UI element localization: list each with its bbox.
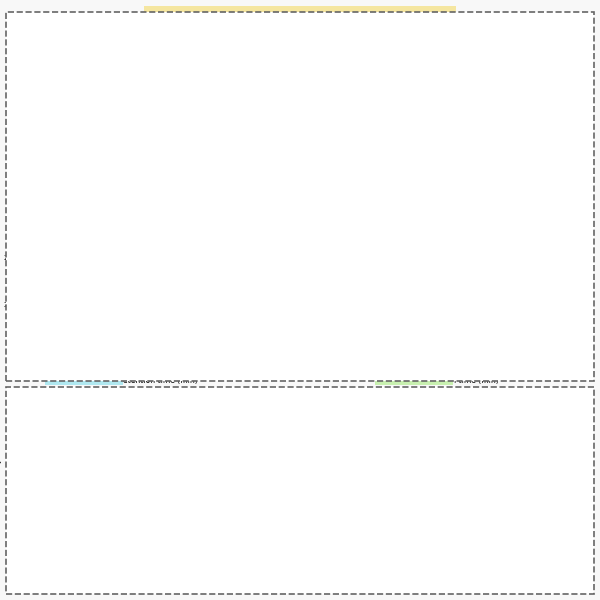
Polygon shape — [205, 274, 228, 294]
Text: 9-HCPT: 9-HCPT — [124, 199, 152, 208]
Text: N: N — [449, 215, 455, 224]
Text: 9-MCPT: 9-MCPT — [518, 196, 547, 205]
Text: O: O — [296, 257, 302, 266]
X-axis label: Retention time (min): Retention time (min) — [419, 376, 499, 385]
Text: In vivo: In vivo — [65, 180, 103, 190]
FancyBboxPatch shape — [39, 172, 129, 198]
Text: NtOMT1: NtOMT1 — [556, 316, 581, 321]
X-axis label: Retention time (min): Retention time (min) — [118, 580, 197, 589]
Text: N: N — [80, 210, 86, 219]
Y-axis label: Absorbance (mAU): Absorbance (mAU) — [298, 438, 307, 509]
FancyBboxPatch shape — [424, 121, 515, 154]
Text: 9-HCPT: 9-HCPT — [376, 196, 404, 205]
Text: 9-MCPT  R = CH₃: 9-MCPT R = CH₃ — [485, 256, 562, 265]
Polygon shape — [205, 255, 226, 277]
Text: CPT9H: CPT9H — [241, 154, 269, 163]
FancyBboxPatch shape — [116, 155, 472, 186]
FancyBboxPatch shape — [309, 427, 326, 506]
FancyBboxPatch shape — [128, 4, 472, 41]
Text: O: O — [301, 185, 307, 194]
Text: Functional characterization: Functional characterization — [176, 163, 412, 178]
Text: NtCPT9H-NtOMT2: NtCPT9H-NtOMT2 — [209, 509, 265, 514]
Text: NtOMT1/2: NtOMT1/2 — [446, 133, 493, 142]
Text: In vitro: In vitro — [394, 180, 434, 190]
FancyBboxPatch shape — [293, 427, 310, 506]
Text: HO: HO — [465, 261, 477, 270]
X-axis label: Retention time (min): Retention time (min) — [419, 580, 499, 589]
Text: Standard: Standard — [552, 253, 581, 259]
Text: NtUGT5: NtUGT5 — [553, 514, 579, 520]
FancyBboxPatch shape — [456, 277, 591, 304]
FancyBboxPatch shape — [456, 247, 591, 274]
Text: 10: 10 — [202, 209, 210, 215]
Polygon shape — [205, 236, 230, 255]
Text: N: N — [279, 210, 285, 219]
Text: (CPT): (CPT) — [61, 314, 85, 323]
FancyBboxPatch shape — [39, 361, 129, 387]
Text: O: O — [488, 272, 494, 281]
Text: NtCPT9H: NtCPT9H — [233, 298, 265, 304]
Polygon shape — [205, 255, 230, 274]
Text: NtUGT5: NtUGT5 — [451, 173, 488, 182]
Text: Nt: Nt — [250, 146, 259, 152]
Y-axis label: Absorbance (mAU): Absorbance (mAU) — [298, 238, 307, 310]
Text: 9-MCPT: 9-MCPT — [118, 398, 146, 407]
Text: OH: OH — [222, 177, 235, 186]
Text: HO: HO — [263, 261, 275, 270]
Text: O: O — [503, 185, 509, 194]
Text: 9-GCPT: 9-GCPT — [440, 395, 469, 404]
FancyBboxPatch shape — [424, 161, 515, 194]
FancyBboxPatch shape — [309, 205, 326, 284]
Text: CPT tailoring enzymes: CPT tailoring enzymes — [205, 15, 395, 30]
Text: 9: 9 — [209, 200, 214, 206]
Text: Standard: Standard — [233, 251, 265, 257]
Text: Boiled enzyme: Boiled enzyme — [535, 346, 581, 350]
Text: HO: HO — [65, 261, 77, 270]
Text: Standard: Standard — [548, 462, 579, 468]
Text: NtCPT9H-NtOMT1: NtCPT9H-NtOMT1 — [209, 547, 265, 552]
Text: Et: Et — [254, 245, 262, 251]
Text: NtOMT2: NtOMT2 — [556, 286, 581, 291]
Text: O: O — [102, 185, 109, 194]
Text: O: O — [97, 257, 103, 266]
Text: In vivo: In vivo — [65, 369, 103, 379]
Text: Camptothecin: Camptothecin — [41, 295, 104, 304]
Text: 9-GCPT  R = Glc: 9-GCPT R = Glc — [487, 286, 560, 295]
Text: 9-HCPT: 9-HCPT — [250, 314, 293, 324]
Text: Empty vector: Empty vector — [218, 345, 265, 351]
FancyBboxPatch shape — [188, 295, 223, 303]
Ellipse shape — [217, 134, 292, 171]
Text: Et: Et — [56, 245, 63, 251]
Text: Et: Et — [456, 245, 463, 251]
Text: O: O — [497, 257, 503, 266]
Text: O: O — [286, 272, 293, 281]
Text: N: N — [248, 215, 254, 224]
Text: Empty vector: Empty vector — [222, 551, 265, 556]
FancyBboxPatch shape — [181, 298, 230, 326]
Polygon shape — [205, 217, 228, 238]
Text: In vitro: In vitro — [394, 369, 434, 379]
Y-axis label: Intensity: Intensity — [0, 457, 1, 491]
Text: N: N — [49, 215, 55, 224]
Text: Standard: Standard — [236, 476, 265, 481]
X-axis label: Retention time (min): Retention time (min) — [118, 376, 197, 385]
Text: 11: 11 — [202, 229, 210, 235]
FancyBboxPatch shape — [369, 361, 459, 387]
Polygon shape — [205, 232, 224, 255]
FancyBboxPatch shape — [293, 205, 310, 284]
Text: 9-HCPT: 9-HCPT — [497, 395, 526, 404]
Text: Boiled enzyme: Boiled enzyme — [529, 548, 579, 554]
Text: OR: OR — [424, 177, 437, 186]
FancyBboxPatch shape — [369, 172, 459, 198]
Text: O: O — [88, 272, 94, 281]
Text: N: N — [481, 210, 487, 219]
